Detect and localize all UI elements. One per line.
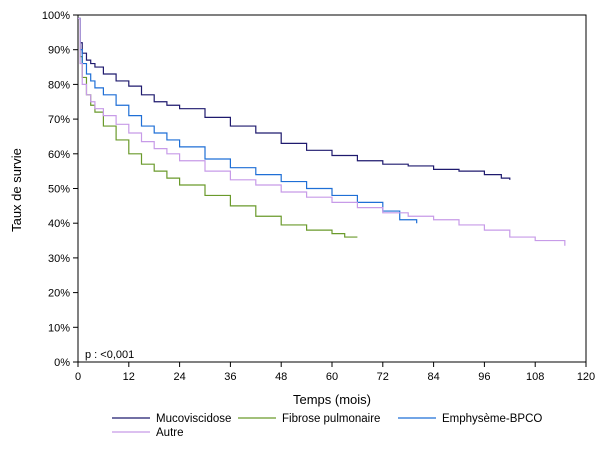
- legend-label-fibrose-pulmonaire: Fibrose pulmonaire: [282, 413, 380, 425]
- legend-label-autre: Autre: [156, 427, 184, 439]
- x-tick-label: 36: [224, 371, 236, 383]
- y-tick-label: 70%: [48, 114, 70, 126]
- x-tick-label: 84: [427, 371, 439, 383]
- series-line-mucoviscidose: [78, 17, 511, 180]
- x-tick-label: 12: [123, 371, 135, 383]
- y-tick-label: 20%: [48, 288, 70, 300]
- x-tick-label: 24: [173, 371, 185, 383]
- legend-label-mucoviscidose: Mucoviscidose: [156, 413, 231, 425]
- y-tick-label: 0%: [54, 357, 70, 369]
- x-tick-label: 108: [526, 371, 544, 383]
- y-tick-label: 60%: [48, 149, 70, 161]
- x-tick-label: 120: [577, 371, 595, 383]
- x-tick-label: 48: [275, 371, 287, 383]
- y-tick-label: 50%: [48, 184, 70, 196]
- y-tick-label: 30%: [48, 253, 70, 265]
- series-line-autre: [78, 17, 566, 246]
- x-tick-label: 96: [478, 371, 490, 383]
- series-lines: [78, 17, 566, 246]
- x-axis: 0 12 24 36 48 60 72 84 96 108 120: [75, 362, 595, 383]
- y-axis: 0% 10% 20% 30% 40% 50% 60% 70% 80% 90% 100%: [42, 10, 78, 369]
- x-tick-label: 60: [326, 371, 338, 383]
- x-tick-label: 72: [377, 371, 389, 383]
- x-tick-label: 0: [75, 371, 81, 383]
- x-axis-title: Temps (mois): [293, 392, 371, 407]
- p-value-annotation: p : <0,001: [85, 349, 134, 361]
- legend-label-emphyseme-bpco: Emphysème-BPCO: [442, 413, 542, 425]
- y-tick-label: 80%: [48, 79, 70, 91]
- y-tick-label: 90%: [48, 45, 70, 57]
- y-tick-label: 40%: [48, 218, 70, 230]
- y-tick-label: 100%: [42, 10, 70, 22]
- legend: Mucoviscidose Fibrose pulmonaire Emphysème…: [112, 413, 542, 439]
- series-line-emphyseme-bpco: [78, 17, 418, 224]
- y-tick-label: 10%: [48, 322, 70, 334]
- y-axis-title: Taux de survie: [9, 148, 24, 232]
